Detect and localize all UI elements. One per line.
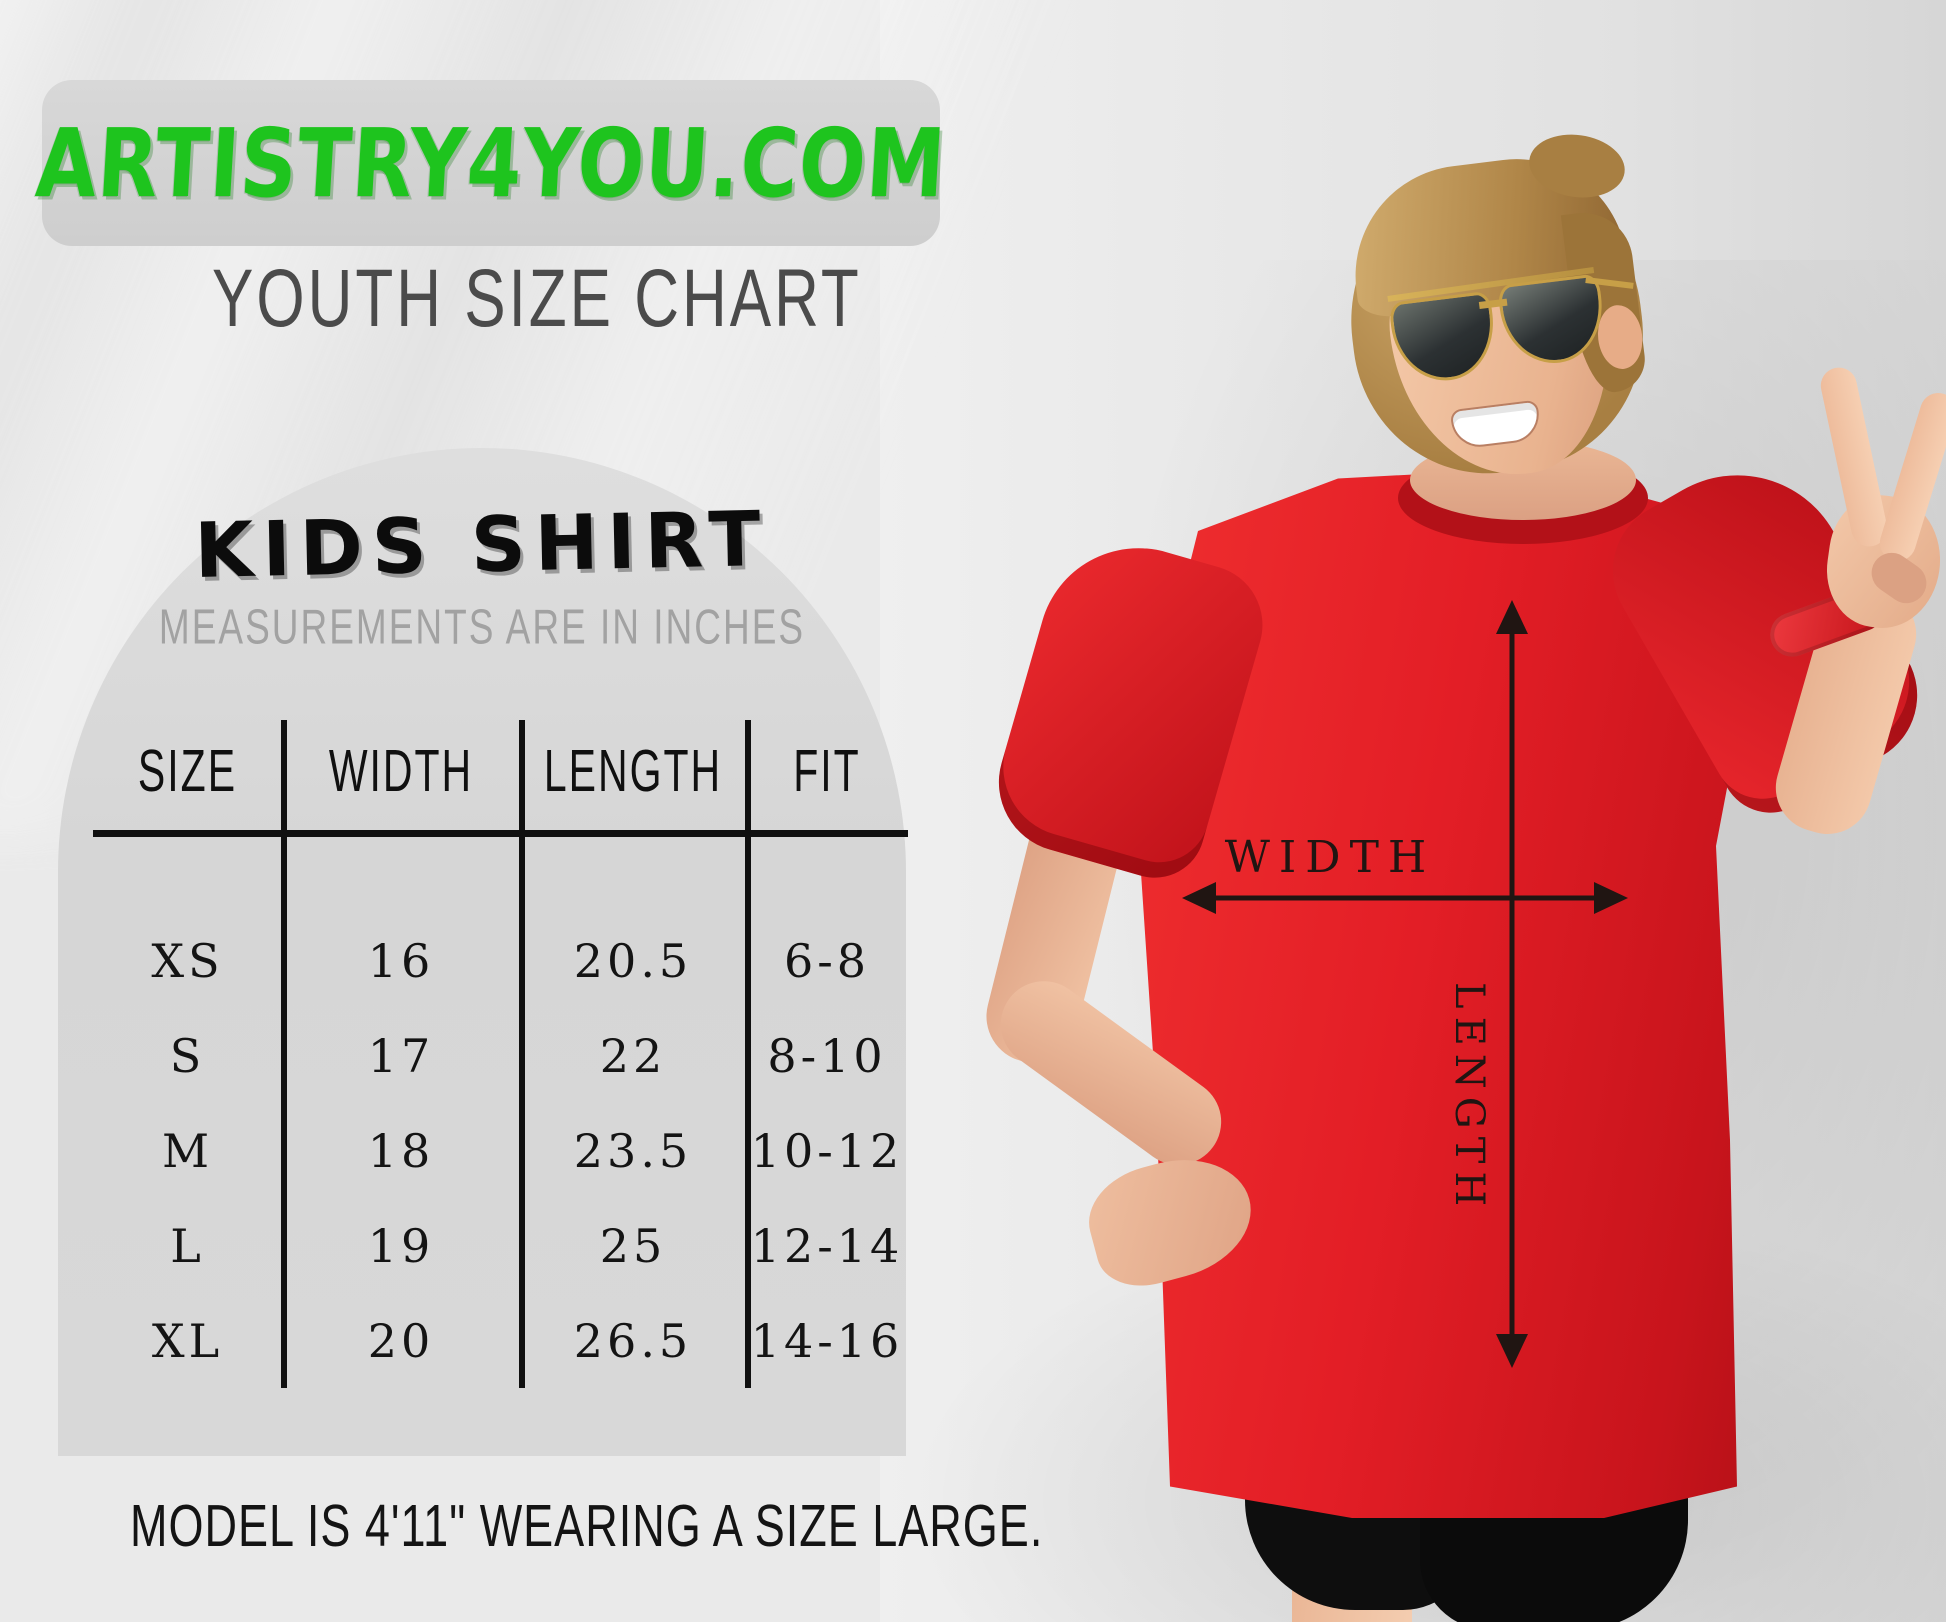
table-row-xl: XL 20 26.5 14-16 <box>93 1293 908 1388</box>
model-size-note: MODEL IS 4'11" WEARING A SIZE LARGE. <box>130 1492 1044 1560</box>
cell-fit: 14-16 <box>750 1313 904 1368</box>
cell-fit: 8-10 <box>767 1028 887 1083</box>
cell-length: 20.5 <box>573 933 693 988</box>
cell-fit: 6-8 <box>783 933 871 988</box>
table-row-m: M 18 23.5 10-12 <box>93 1103 908 1198</box>
cell-width: 20 <box>367 1313 435 1368</box>
size-chart-panel: KIDS SHIRT MEASUREMENTS ARE IN INCHES SI… <box>58 448 908 1456</box>
column-header-width: WIDTH <box>328 737 474 805</box>
column-header-fit: FIT <box>793 737 861 805</box>
table-header-row: SIZE WIDTH LENGTH FIT <box>93 710 908 833</box>
cell-length: 22 <box>599 1028 667 1083</box>
cell-size: XS <box>151 933 224 988</box>
panel-measurement-note: MEASUREMENTS ARE IN INCHES <box>158 600 806 655</box>
cell-fit: 12-14 <box>750 1218 904 1273</box>
table-column-divider <box>745 720 751 1388</box>
page-subtitle: YOUTH SIZE CHART <box>212 253 862 345</box>
cell-length: 25 <box>599 1218 667 1273</box>
table-body: XS 16 20.5 6-8 S 17 22 8-10 M 18 23.5 10… <box>93 913 908 1388</box>
length-arrowhead-top <box>1496 600 1528 634</box>
cell-size: M <box>161 1123 214 1178</box>
table-header-divider <box>93 830 908 837</box>
column-header-size: SIZE <box>137 737 238 805</box>
cell-width: 17 <box>367 1028 435 1083</box>
length-annotation-label: LENGTH <box>1446 982 1492 1215</box>
size-table: SIZE WIDTH LENGTH FIT XS 16 20.5 6-8 S 1… <box>93 710 908 1388</box>
cell-size: S <box>169 1028 206 1083</box>
cell-length: 26.5 <box>573 1313 693 1368</box>
cell-width: 18 <box>367 1123 435 1178</box>
logo-box: ARTISTRY4YOU.COM <box>33 80 949 246</box>
width-arrowhead-right <box>1594 882 1628 914</box>
table-row-xs: XS 16 20.5 6-8 <box>93 913 908 1008</box>
table-column-divider <box>281 720 287 1388</box>
cell-length: 23.5 <box>573 1123 693 1178</box>
cell-size: L <box>170 1218 205 1273</box>
cell-width: 19 <box>367 1218 435 1273</box>
length-arrowhead-bottom <box>1496 1334 1528 1368</box>
table-column-divider <box>519 720 525 1388</box>
cell-fit: 10-12 <box>750 1123 904 1178</box>
cell-size: XL <box>151 1313 224 1368</box>
cell-width: 16 <box>367 933 435 988</box>
width-arrowhead-left <box>1182 882 1216 914</box>
width-annotation-label: WIDTH <box>1224 832 1436 883</box>
column-header-length: LENGTH <box>543 737 723 805</box>
table-row-s: S 17 22 8-10 <box>93 1008 908 1103</box>
table-row-l: L 19 25 12-14 <box>93 1198 908 1293</box>
